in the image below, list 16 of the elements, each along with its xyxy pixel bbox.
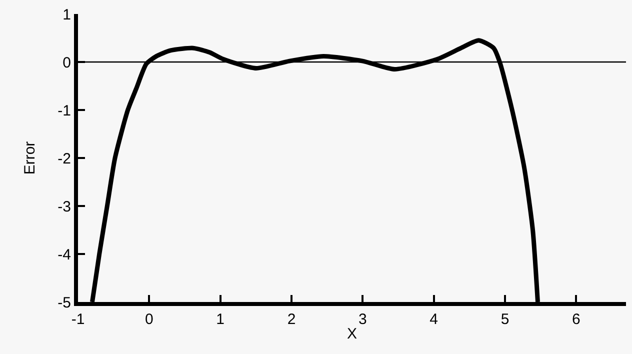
x-tick-label: 0: [145, 311, 154, 328]
x-tick-label: 2: [287, 311, 296, 328]
x-tick-label: 3: [358, 311, 367, 328]
y-tick-label: -1: [58, 102, 71, 120]
x-tick-label: 4: [430, 311, 438, 328]
x-tick-label: 6: [572, 311, 580, 328]
x-tick-label: 5: [500, 311, 510, 328]
x-tick-label: 1: [216, 311, 225, 328]
y-tick-label: 0: [62, 54, 71, 72]
y-tick-label: -3: [58, 198, 71, 216]
y-axis-title: Error: [21, 141, 38, 175]
y-tick-label: -5: [58, 294, 71, 312]
x-axis-title: X: [346, 326, 358, 342]
y-tick-label: -4: [58, 246, 71, 264]
y-tick-label: -2: [58, 150, 71, 168]
y-tick-label: 1: [62, 6, 71, 24]
